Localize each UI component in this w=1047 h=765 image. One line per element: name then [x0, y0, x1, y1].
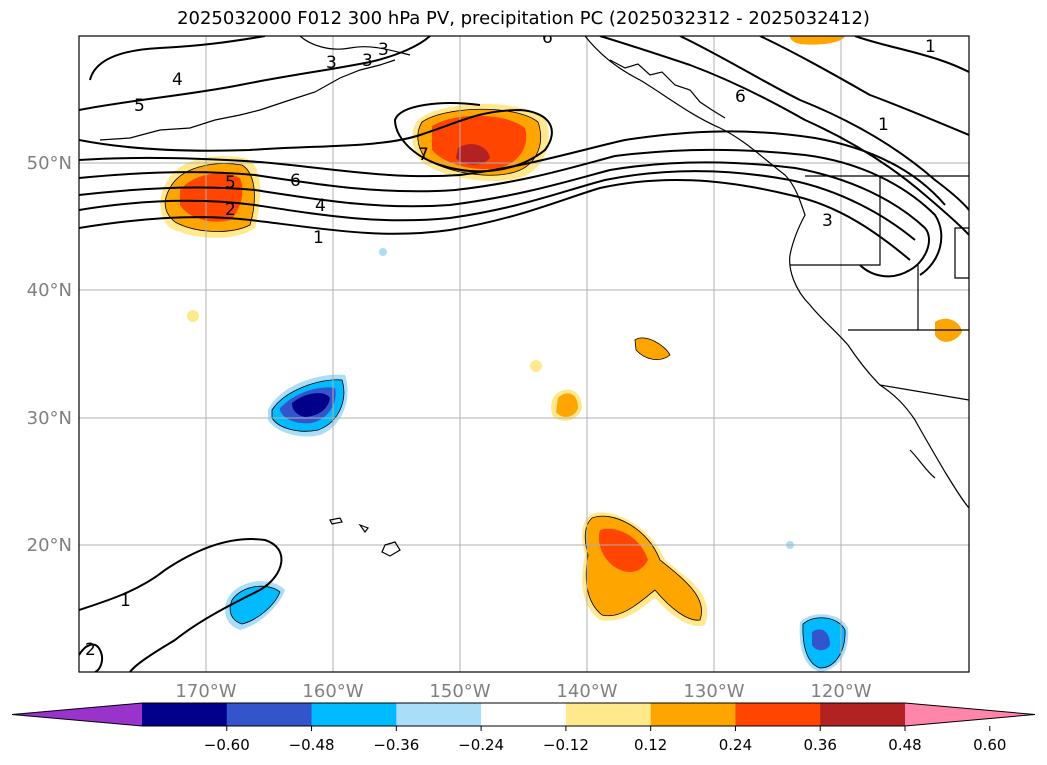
pv-contour-labels: 4 5 3 3 3 6 6 5 2 6 4 1 7 1 3 1 1 2 — [85, 28, 936, 660]
pv-label-10: 6 — [290, 171, 301, 191]
pv-label-8: 5 — [225, 173, 236, 193]
lat-label-20: 20°N — [27, 535, 72, 556]
colorbar-tick-label: −0.36 — [373, 736, 419, 754]
lat-labels: 50°N 40°N 30°N 20°N — [27, 153, 72, 556]
colorbar-outline — [11, 702, 1036, 727]
pv-label-13: 7 — [418, 145, 429, 165]
colorbar-tick-label: 0.60 — [973, 736, 1006, 754]
map-title: 2025032000 F012 300 hPa PV, precipitatio… — [177, 8, 870, 29]
colorbar-segment — [650, 703, 736, 726]
gridlines — [79, 36, 969, 672]
colorbar-tick-label: −0.48 — [289, 736, 335, 754]
coastlines — [99, 36, 969, 557]
pv-label-16: 1 — [925, 37, 936, 57]
lon-label-160w: 160°W — [302, 681, 363, 702]
map-area: 4 5 3 3 3 6 6 5 2 6 4 1 7 1 3 1 1 2 — [79, 28, 969, 672]
colorbar-tick-label: 0.24 — [719, 736, 752, 754]
pv-label-7: 6 — [735, 87, 746, 107]
pv-contours — [79, 36, 969, 672]
lon-label-170w: 170°W — [175, 681, 236, 702]
colorbar-segment — [565, 703, 652, 726]
pv-label-4: 3 — [362, 51, 373, 71]
pv-label-6: 6 — [542, 28, 553, 48]
lon-label-140w: 140°W — [556, 681, 617, 702]
lon-labels: 170°W 160°W 150°W 140°W 130°W 120°W — [175, 681, 871, 702]
colorbar-segment — [396, 703, 482, 726]
colorbar: −0.60 −0.48 −0.36 −0.24 −0.12 0.12 0.24 0.36 0.4… — [11, 702, 1036, 754]
lat-label-50: 50°N — [27, 153, 72, 174]
colorbar-tick-label: 0.36 — [804, 736, 837, 754]
pv-label-14: 1 — [878, 115, 889, 135]
pv-label-9: 2 — [225, 200, 236, 220]
pv-label-12: 1 — [313, 228, 324, 248]
pv-label-15: 3 — [822, 211, 833, 231]
map-frame — [78, 35, 970, 673]
colorbar-segment — [481, 703, 567, 726]
colorbar-tick-label: −0.60 — [204, 736, 250, 754]
pv-label-18: 2 — [85, 640, 96, 660]
colorbar-extend-low — [12, 703, 142, 726]
lat-label-40: 40°N — [27, 280, 72, 301]
pv-label-5: 3 — [378, 40, 389, 60]
colorbar-tick-label: −0.24 — [458, 736, 504, 754]
lat-label-30: 30°N — [27, 408, 72, 429]
colorbar-extend-high — [905, 703, 1035, 726]
lon-label-120w: 120°W — [810, 681, 871, 702]
colorbar-tick-label: −0.12 — [543, 736, 589, 754]
colorbar-tick-label: 0.48 — [888, 736, 921, 754]
precip-shading — [160, 36, 962, 672]
lon-label-150w: 150°W — [429, 681, 490, 702]
colorbar-segment — [735, 703, 821, 726]
colorbar-segment — [311, 703, 397, 726]
colorbar-segment — [226, 703, 313, 726]
colorbar-tick-label: 0.12 — [634, 736, 667, 754]
pv-label-17: 1 — [120, 591, 131, 611]
lon-label-130w: 130°W — [683, 681, 744, 702]
pv-label-1: 4 — [172, 70, 183, 90]
colorbar-segment — [820, 703, 906, 726]
pv-label-2: 5 — [134, 96, 145, 116]
pv-label-11: 4 — [315, 196, 326, 216]
pv-label-3: 3 — [326, 53, 337, 73]
precip-outlines — [164, 108, 846, 669]
colorbar-segment — [142, 703, 228, 726]
